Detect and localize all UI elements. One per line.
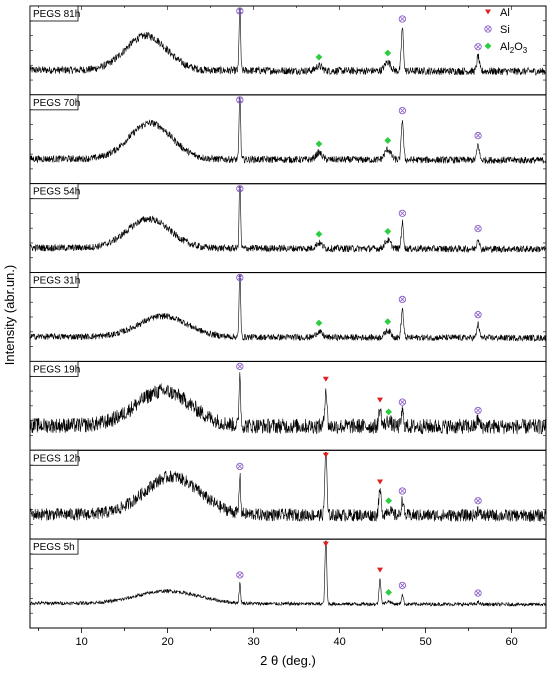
legend-label: Si	[500, 24, 510, 36]
chart-panels: PEGS 81h PEGS 70h PEGS 54h PEGS 31h PEGS 19h…	[29, 5, 547, 629]
marker-al2o3	[384, 318, 392, 326]
panel-label-text: PEGS 19h	[33, 364, 80, 375]
marker-si	[236, 462, 244, 471]
panel-pegs-19h: PEGS 19h	[29, 360, 547, 451]
panel-label: PEGS 54h	[29, 183, 80, 200]
panel-label-text: PEGS 31h	[33, 276, 80, 287]
marker-si	[398, 487, 407, 495]
series-line	[29, 540, 547, 608]
panel-label-text: PEGS 81h	[33, 9, 80, 20]
x-tick-label: 60	[505, 636, 517, 648]
marker-al2o3	[315, 230, 323, 238]
panel-label: PEGS 31h	[29, 272, 80, 288]
series-line	[29, 7, 547, 77]
series-line	[29, 185, 547, 254]
marker-al	[322, 541, 329, 547]
marker-al2o3	[315, 53, 323, 61]
series-line	[29, 274, 547, 343]
marker-al	[322, 376, 329, 382]
panel-label-text: PEGS 70h	[33, 98, 80, 109]
marker-si	[236, 7, 244, 15]
marker-al2o3	[385, 408, 393, 416]
legend-item-si: Si	[484, 24, 510, 36]
marker-al2o3	[385, 588, 393, 596]
marker-si	[398, 581, 407, 590]
panel-frame	[29, 183, 547, 274]
marker-al	[377, 479, 384, 485]
series-line	[29, 372, 547, 435]
panel-frame	[29, 360, 547, 451]
marker-al2o3	[384, 49, 392, 57]
marker-al2o3	[384, 137, 392, 144]
panel-pegs-81h: PEGS 81h	[29, 5, 547, 96]
marker-si	[474, 311, 482, 319]
marker-si	[474, 497, 482, 505]
marker-al2o3	[315, 140, 323, 148]
x-tick-label: 50	[419, 636, 431, 648]
panel-pegs-70h: PEGS 70h	[29, 94, 547, 185]
legend-item-al2o3: Al2O3	[484, 41, 528, 55]
x-axis: 10 20 30 40 50 60	[38, 6, 518, 648]
legend-item-al: Al	[485, 7, 510, 19]
x-tick-label: 10	[75, 636, 87, 648]
panel-pegs-54h: PEGS 54h	[29, 183, 547, 274]
marker-si	[236, 96, 244, 104]
panel-label: PEGS 19h	[29, 361, 80, 377]
marker-si	[398, 106, 407, 115]
marker-al	[377, 397, 384, 403]
marker-si	[236, 571, 244, 579]
panel-frame	[29, 5, 547, 96]
panel-frame	[29, 538, 547, 629]
panel-frame	[29, 272, 547, 362]
marker-si	[474, 43, 482, 51]
legend-marker-si	[484, 25, 492, 33]
marker-al2o3	[385, 497, 393, 505]
panel-pegs-31h: PEGS 31h	[29, 272, 547, 362]
y-axis-title: Intensity (abr.un.)	[2, 265, 17, 365]
marker-si	[236, 273, 244, 282]
marker-al2o3	[384, 227, 392, 235]
legend-label: Al2O3	[500, 41, 528, 55]
marker-si	[474, 131, 482, 140]
series-line	[29, 451, 547, 523]
panel-label: PEGS 81h	[29, 5, 80, 22]
marker-si	[236, 185, 244, 193]
legend-marker-al2o3	[484, 42, 492, 50]
panel-pegs-12h: PEGS 12h	[29, 449, 547, 540]
x-axis-title: 2 θ (deg.)	[260, 653, 316, 668]
panel-label-text: PEGS 5h	[33, 542, 75, 553]
marker-si	[398, 295, 407, 304]
series-line	[29, 96, 547, 165]
panel-label-text: PEGS 12h	[33, 453, 80, 464]
marker-al	[322, 452, 329, 458]
marker-si	[398, 398, 407, 406]
marker-al2o3	[315, 319, 323, 327]
marker-si	[398, 209, 407, 218]
panel-label-text: PEGS 54h	[33, 187, 80, 198]
panel-frame	[29, 449, 547, 540]
panel-label: PEGS 5h	[29, 538, 79, 555]
marker-si	[236, 362, 244, 371]
marker-si	[474, 589, 482, 597]
marker-si	[474, 406, 482, 415]
panel-label: PEGS 12h	[29, 449, 80, 466]
marker-si	[474, 224, 482, 233]
x-tick-label: 30	[247, 636, 259, 648]
panel-pegs-5h: PEGS 5h	[29, 538, 547, 629]
marker-al	[377, 567, 384, 573]
panel-frame	[29, 94, 547, 185]
x-tick-label: 20	[161, 636, 173, 648]
x-tick-label: 40	[333, 636, 345, 648]
marker-si	[398, 15, 407, 23]
panel-label: PEGS 70h	[29, 94, 80, 111]
legend-label: Al	[500, 7, 510, 19]
legend: Al Si Al2O3	[484, 7, 528, 55]
legend-marker-al	[485, 9, 491, 15]
